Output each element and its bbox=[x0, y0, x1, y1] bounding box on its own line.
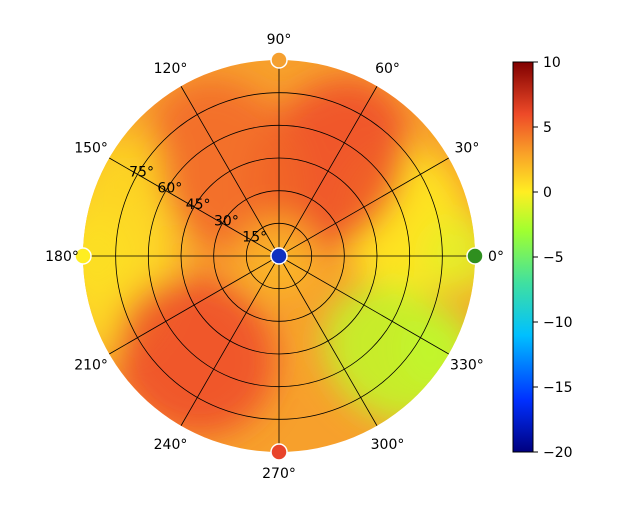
angular-tick-label: 180° bbox=[45, 249, 79, 265]
angular-gridline bbox=[278, 157, 449, 257]
angular-tick-label: 210° bbox=[74, 358, 108, 374]
angular-tick-label: 300° bbox=[371, 437, 405, 453]
angular-tick-label: 30° bbox=[455, 141, 480, 157]
polar-grid bbox=[83, 60, 475, 452]
radial-tick-label: 15° bbox=[242, 230, 267, 246]
angular-tick-label: 0° bbox=[488, 249, 504, 265]
colorbar-tick-label: 10 bbox=[543, 55, 561, 71]
data-marker bbox=[466, 247, 484, 265]
angular-tick-label: 150° bbox=[74, 141, 108, 157]
angular-gridline bbox=[278, 86, 378, 257]
angular-tick-label: 120° bbox=[154, 61, 188, 77]
colorbar-tick-label: −5 bbox=[543, 250, 564, 266]
angular-tick-labels: 0° 30° 60° 90° 120° 150° 180° 210° 240° 270° 300° 3… bbox=[45, 32, 504, 482]
angular-gridline bbox=[109, 157, 280, 257]
data-marker bbox=[270, 443, 288, 461]
colorbar-gradient bbox=[512, 61, 534, 453]
markers bbox=[74, 51, 484, 461]
angular-tick-label: 330° bbox=[450, 358, 484, 374]
colorbar-tick-label: −15 bbox=[543, 380, 573, 396]
angular-gridline bbox=[180, 86, 280, 257]
data-marker bbox=[270, 247, 288, 265]
angular-tick-label: 90° bbox=[267, 32, 292, 48]
angular-gridline bbox=[278, 255, 378, 426]
colorbar: 10 5 0 −5 −10 −15 −20 bbox=[512, 55, 573, 461]
angular-tick-label: 60° bbox=[375, 61, 400, 77]
radial-tick-label: 45° bbox=[186, 197, 211, 213]
radial-tick-labels: 15°30°45°60°75° bbox=[129, 164, 267, 245]
colorbar-tick-label: 5 bbox=[543, 120, 552, 136]
data-marker bbox=[270, 51, 288, 69]
angular-gridline bbox=[109, 255, 280, 355]
radial-tick-label: 60° bbox=[157, 181, 182, 197]
colorbar-ticks: 10 5 0 −5 −10 −15 −20 bbox=[533, 55, 573, 461]
radial-tick-label: 30° bbox=[214, 213, 239, 229]
angular-tick-label: 270° bbox=[262, 466, 296, 482]
data-marker bbox=[74, 247, 92, 265]
angular-gridline bbox=[180, 255, 280, 426]
angular-gridline bbox=[278, 255, 449, 355]
angular-tick-label: 240° bbox=[154, 437, 188, 453]
radial-tick-label: 75° bbox=[129, 164, 154, 180]
colorbar-tick-label: −10 bbox=[543, 315, 573, 331]
colorbar-tick-label: −20 bbox=[543, 445, 573, 461]
colorbar-tick-label: 0 bbox=[543, 185, 552, 201]
